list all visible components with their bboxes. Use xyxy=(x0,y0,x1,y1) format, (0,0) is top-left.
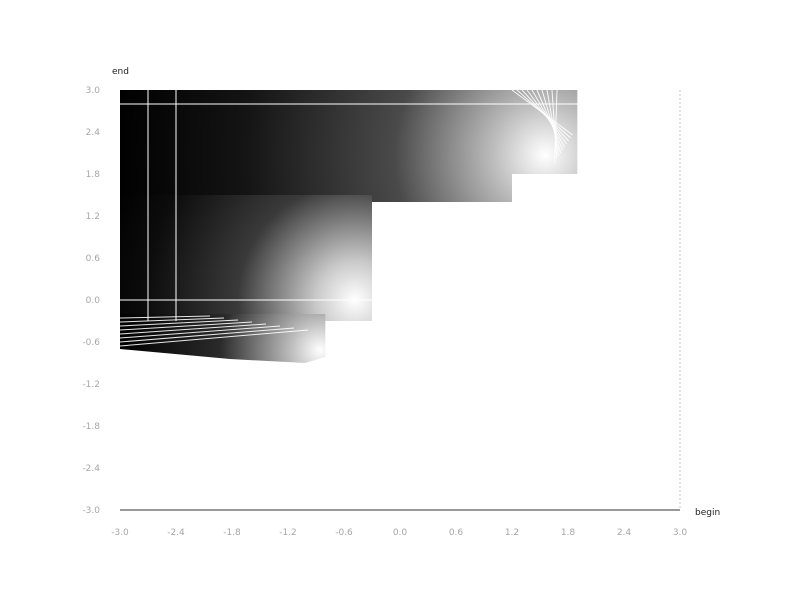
heat-streak-10 xyxy=(119,315,211,319)
x-tick-label: 0.0 xyxy=(393,528,408,538)
heat-streak-7 xyxy=(546,89,560,157)
x-tick-labels: -3.0 -2.4 -1.8 -1.2 -0.6 0.0 0.6 1.2 1.8 2.4 3.0 xyxy=(111,528,687,538)
x-tick-label: 3.0 xyxy=(673,528,688,538)
x-tick-label: 2.4 xyxy=(617,528,632,538)
y-tick-label: 0.6 xyxy=(86,254,101,264)
x-tick-label: -1.2 xyxy=(279,528,297,538)
x-tick-label: 1.8 xyxy=(561,528,576,538)
y-tick-label: 1.2 xyxy=(86,212,100,222)
heat-streak-13 xyxy=(119,321,253,331)
heat-streak-5 xyxy=(536,89,564,151)
y-tick-label: -1.8 xyxy=(82,422,100,432)
heat-streak-17 xyxy=(119,329,309,347)
y-tick-labels: 3.0 2.4 1.8 1.2 0.6 0.0 -0.6 -1.2 -1.8 -2.4 -3.0 xyxy=(82,86,100,516)
y-tick-label: -2.4 xyxy=(82,464,100,474)
heat-region-upper xyxy=(120,90,578,202)
x-tick-label: 0.6 xyxy=(449,528,464,538)
y-tick-label: -0.6 xyxy=(82,338,100,348)
y-tick-label: -1.2 xyxy=(82,380,100,390)
heat-streak-9 xyxy=(554,89,558,163)
heat-streak-12 xyxy=(119,319,239,327)
heat-streak-4 xyxy=(531,89,566,148)
x-axis-title: begin xyxy=(695,508,720,518)
heat-streak-6 xyxy=(541,89,562,154)
y-tick-label: 3.0 xyxy=(86,86,101,96)
y-axis-title: end xyxy=(112,67,129,77)
y-tick-label: 0.0 xyxy=(86,296,101,306)
heat-streak-11 xyxy=(119,317,225,323)
heat-streak-15 xyxy=(119,325,281,339)
heat-streak-14 xyxy=(119,323,267,335)
y-tick-label: 2.4 xyxy=(86,128,101,138)
heat-streak-3 xyxy=(526,89,568,145)
heatmap-layer xyxy=(119,89,578,363)
heat-streak-8 xyxy=(551,89,558,160)
y-tick-label: 1.8 xyxy=(86,170,101,180)
x-tick-label: -2.4 xyxy=(167,528,185,538)
heat-region-middle xyxy=(120,195,372,321)
heat-region-lower xyxy=(120,314,326,363)
heat-streak-16 xyxy=(119,327,295,343)
x-tick-label: -0.6 xyxy=(335,528,353,538)
x-tick-label: 1.2 xyxy=(505,528,519,538)
x-tick-label: -1.8 xyxy=(223,528,241,538)
guide-lines xyxy=(120,90,578,321)
y-tick-label: -3.0 xyxy=(82,506,100,516)
x-tick-label: -3.0 xyxy=(111,528,129,538)
